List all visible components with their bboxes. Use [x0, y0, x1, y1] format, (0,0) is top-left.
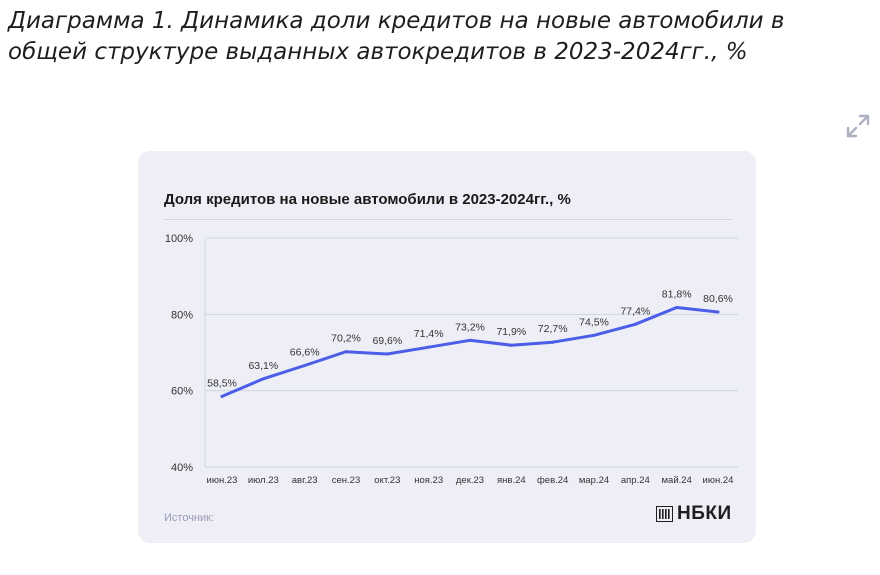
nbki-logo-icon	[656, 506, 673, 522]
x-tick-label: дек.23	[456, 475, 484, 486]
x-tick-label: фев.24	[537, 475, 568, 486]
data-label: 71,9%	[496, 326, 526, 338]
data-label: 71,4%	[414, 328, 444, 340]
data-label: 73,2%	[455, 321, 485, 333]
data-point	[716, 310, 720, 314]
data-point	[344, 350, 348, 354]
data-point	[633, 322, 637, 326]
nbki-logo: НБКИ	[656, 503, 732, 525]
data-point	[261, 377, 265, 381]
y-tick-label: 40%	[171, 462, 193, 474]
data-point	[427, 345, 431, 349]
x-tick-label: ноя.23	[414, 475, 443, 486]
data-label: 80,6%	[703, 293, 733, 305]
line-chart: 40% 60% 80% 100% июн.23 июл.23 авг.23 сен.23 окт…	[165, 233, 738, 486]
data-point	[385, 352, 389, 356]
data-point	[303, 363, 307, 367]
data-label: 70,2%	[331, 333, 361, 345]
data-label: 72,7%	[538, 323, 568, 335]
expand-button[interactable]	[842, 110, 874, 142]
x-tick-label: апр.24	[621, 475, 650, 486]
logo-text: НБКИ	[677, 503, 732, 524]
y-tick-label: 100%	[165, 233, 193, 245]
data-point	[551, 340, 555, 344]
y-tick-label: 60%	[171, 386, 193, 398]
x-tick-label: июн.24	[703, 475, 734, 486]
x-tick-label: сен.23	[332, 475, 361, 486]
chart-title: Доля кредитов на новые автомобили в 2023…	[164, 191, 571, 208]
expand-arrows-icon	[846, 114, 870, 138]
x-tick-label: май.24	[662, 475, 692, 486]
data-label: 58,5%	[207, 377, 237, 389]
data-label: 63,1%	[248, 360, 278, 372]
x-tick-label: мар.24	[579, 475, 609, 486]
data-point	[675, 305, 679, 309]
data-point	[509, 343, 513, 347]
article-title: Диаграмма 1. Динамика доли кредитов на н…	[8, 8, 785, 65]
data-label: 77,4%	[620, 305, 650, 317]
data-point	[468, 338, 472, 342]
data-point	[220, 394, 224, 398]
x-tick-label: янв.24	[497, 475, 526, 486]
data-label: 74,5%	[579, 316, 609, 328]
data-label: 69,6%	[372, 335, 402, 347]
source-label: Источник:	[164, 512, 215, 524]
chart-card: Доля кредитов на новые автомобили в 2023…	[138, 151, 756, 543]
data-label: 66,6%	[290, 346, 320, 358]
title-divider	[164, 219, 732, 220]
x-tick-label: июн.23	[207, 475, 238, 486]
x-tick-label: июл.23	[248, 475, 279, 486]
data-point	[592, 333, 596, 337]
y-tick-label: 80%	[171, 309, 193, 321]
x-tick-label: авг.23	[292, 475, 318, 486]
data-label: 81,8%	[662, 288, 692, 300]
x-tick-label: окт.23	[374, 475, 400, 486]
